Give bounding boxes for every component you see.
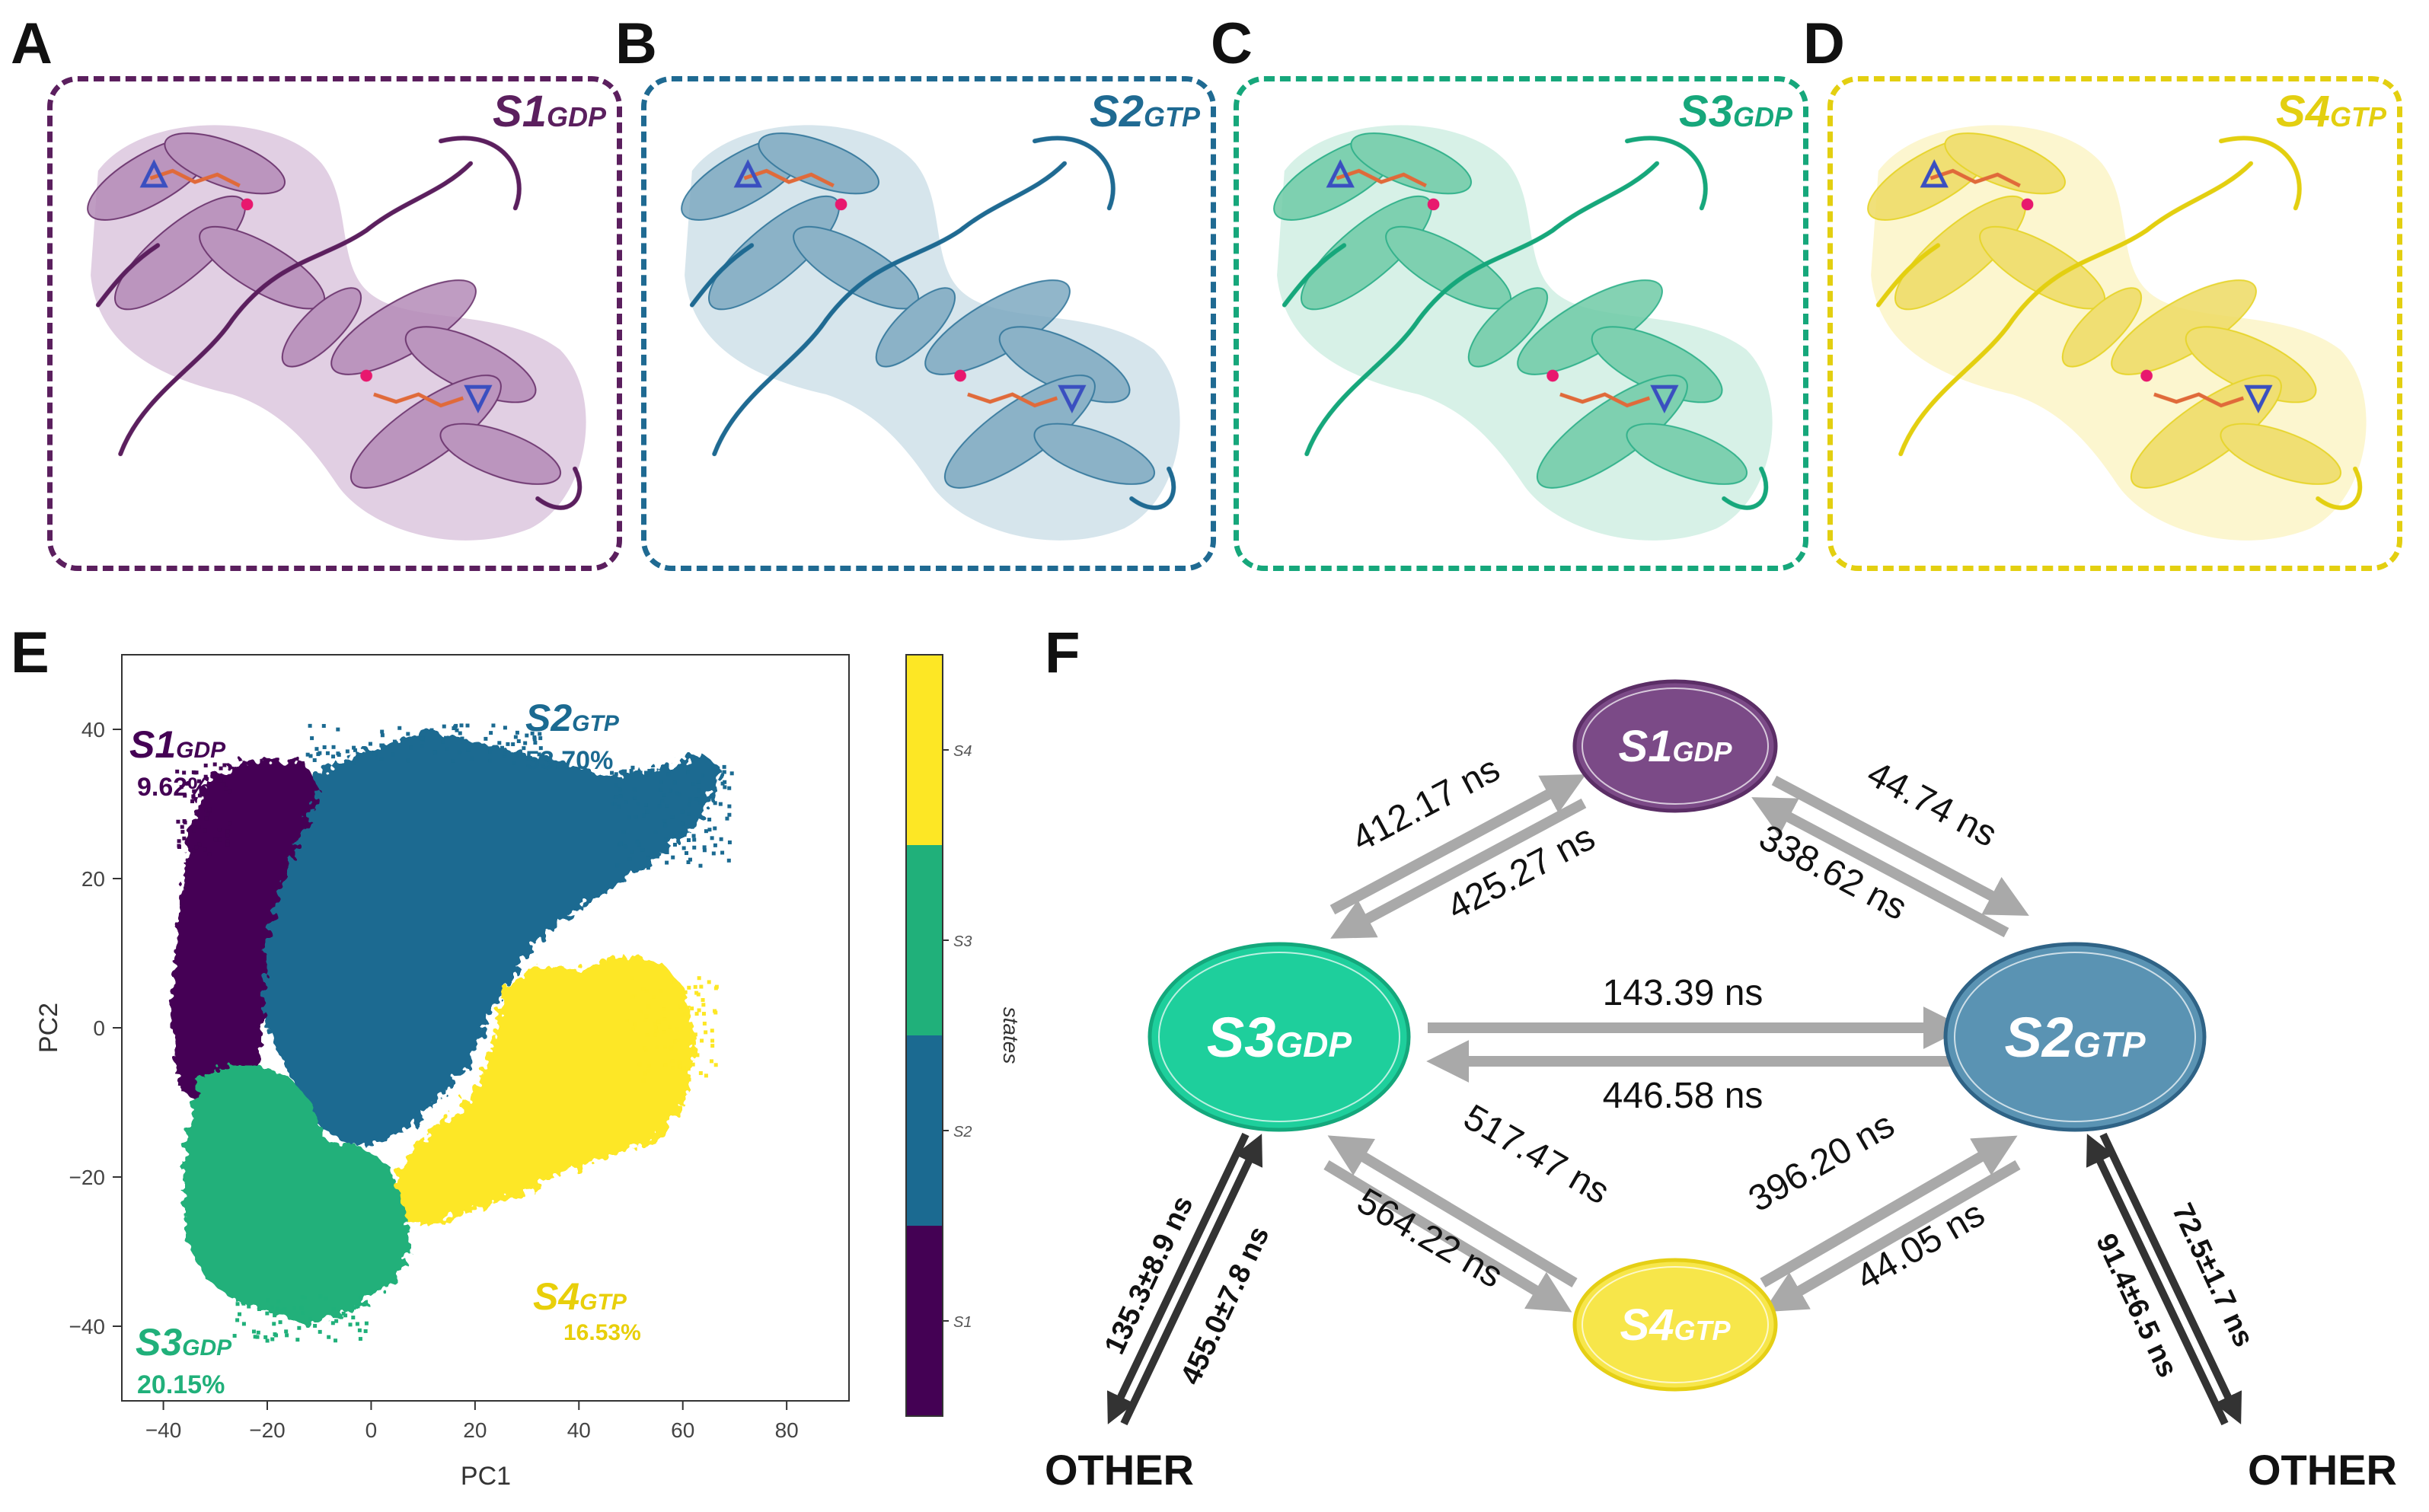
arrow-s2-to-other — [2099, 1132, 2242, 1424]
cluster-label-s1: S1GDP — [129, 723, 226, 766]
pca-scatter-plot: −40 −20 0 20 40 60 80 40 20 0 −20 −40 PC1 PC2 S1GD… — [34, 654, 1023, 1491]
scatter-outliers — [175, 723, 734, 1343]
colorbar-tick-label: S1 — [953, 1314, 972, 1331]
ligand-sticks — [733, 159, 1087, 413]
x-axis-label: PC1 — [461, 1462, 511, 1491]
panel-letter-e: E — [11, 620, 49, 685]
y-axis-label: PC2 — [34, 1003, 63, 1053]
other-node-left: OTHER — [1045, 1446, 1194, 1494]
structure-panel-s3: S3GDP — [1234, 76, 1808, 571]
cluster-s1-region — [171, 760, 320, 1104]
node-s1: S1GDP — [1572, 679, 1778, 813]
x-tick-label: −40 — [145, 1418, 182, 1442]
node-label-s1: S1GDP — [1619, 722, 1733, 771]
time-s3-to-s1: 412.17 ns — [1345, 748, 1506, 860]
cluster-label-s2: S2GTP — [525, 697, 620, 739]
cluster-label-s4: S4GTP — [533, 1275, 627, 1318]
ligand-sticks — [139, 159, 493, 413]
state-label-s3: S3GDP — [1679, 87, 1792, 136]
colorbar-tick-label: S3 — [953, 933, 972, 950]
arrow-s3-to-other — [1106, 1132, 1250, 1424]
panel-letter-f: F — [1045, 620, 1080, 685]
y-tick-label: −40 — [69, 1315, 106, 1338]
colorbar-tick-label: S4 — [953, 743, 972, 760]
cluster-s3-region — [183, 1066, 411, 1325]
protein-loops — [689, 136, 1176, 510]
node-s2: S2GTP — [1943, 942, 2207, 1132]
other-node-right: OTHER — [2248, 1446, 2397, 1494]
protein-loops — [95, 136, 583, 510]
panel-letter-c: C — [1211, 11, 1253, 76]
colorbar-ticks: S4 S3 S2 S1 — [943, 743, 972, 1331]
ligand-sticks — [1920, 159, 2273, 413]
colorbar-tick-label: S2 — [953, 1124, 972, 1140]
protein-loops — [1875, 136, 2363, 510]
protein-ribbon — [1273, 132, 1748, 489]
cluster-label-s3: S3GDP — [136, 1321, 232, 1364]
cluster-s2-region — [251, 731, 722, 1146]
arrow-other-to-s3 — [1120, 1134, 1263, 1426]
x-tick-label: −20 — [249, 1418, 286, 1442]
state-label-s2: S2GTP — [1090, 87, 1200, 136]
structure-panel-s2: S2GTP — [641, 76, 1216, 571]
cluster-pct-s1: 9.62% — [137, 773, 210, 802]
x-axis: −40 −20 0 20 40 60 80 — [145, 1401, 799, 1442]
arrow-s2-to-s1 — [1751, 797, 2009, 938]
state-label-s4: S4GTP — [2276, 87, 2386, 136]
time-s4-to-s3: 517.47 ns — [1457, 1097, 1616, 1212]
y-tick-label: −20 — [69, 1166, 106, 1189]
protein-loops — [1282, 136, 1769, 510]
arrow-s2-to-s4 — [1763, 1160, 2021, 1313]
protein-structure-s4 — [1867, 125, 2367, 541]
node-label-s3: S3GDP — [1207, 1006, 1352, 1069]
ligand-sticks — [1326, 159, 1679, 413]
x-tick-label: 40 — [567, 1418, 591, 1442]
protein-structure-s3 — [1273, 125, 1773, 541]
colorbar — [905, 654, 943, 1417]
arrow-s3-to-s1 — [1329, 774, 1586, 915]
y-tick-label: 40 — [81, 718, 105, 742]
arrow-s4-to-s3 — [1327, 1135, 1578, 1288]
protein-structure-s2 — [681, 125, 1180, 541]
arrow-s4-to-s2 — [1760, 1135, 2018, 1288]
colorbar-label: states — [999, 1007, 1023, 1064]
transition-network-diagram: S1GDP S3GDP S2GTP S4GTP OTHER OTHER 412.… — [1045, 679, 2397, 1494]
protein-structure-s1 — [87, 125, 586, 541]
x-tick-label: 0 — [365, 1418, 378, 1442]
panel-letter-d: D — [1803, 11, 1845, 76]
time-s4-to-s2: 396.20 ns — [1742, 1105, 1901, 1220]
x-tick-label: 60 — [671, 1418, 694, 1442]
y-tick-label: 0 — [93, 1016, 105, 1040]
arrow-s3-to-s4 — [1323, 1160, 1572, 1313]
arrow-s1-to-s2 — [1771, 775, 2029, 916]
time-s2-to-s3: 446.58 ns — [1603, 1076, 1763, 1116]
cluster-pct-s4: 16.53% — [563, 1320, 641, 1345]
node-label-s2: S2GTP — [2004, 1006, 2145, 1069]
node-s4: S4GTP — [1572, 1258, 1778, 1392]
arrow-s1-to-s3 — [1330, 798, 1587, 939]
structure-panel-s4: S4GTP — [1827, 76, 2402, 571]
state-label-s1: S1GDP — [493, 87, 606, 136]
node-s3: S3GDP — [1147, 942, 1411, 1132]
protein-ribbon — [1867, 132, 2341, 489]
arrow-other-to-s2 — [2086, 1134, 2229, 1426]
transition-arrows — [1323, 774, 2029, 1313]
y-tick-label: 20 — [81, 867, 105, 891]
structure-panel-s1: S1GDP — [47, 76, 622, 571]
panel-letter-a: A — [11, 11, 53, 76]
x-tick-label: 20 — [463, 1418, 487, 1442]
cluster-pct-s3: 20.15% — [137, 1370, 225, 1399]
node-label-s4: S4GTP — [1620, 1300, 1732, 1350]
cluster-s4-region — [396, 955, 697, 1226]
other-arrows — [1106, 1132, 2242, 1426]
y-axis: 40 20 0 −20 −40 — [69, 718, 122, 1338]
time-s3-to-s2: 143.39 ns — [1603, 973, 1763, 1013]
panel-letter-b: B — [615, 11, 657, 76]
protein-ribbon — [681, 132, 1155, 489]
x-tick-label: 80 — [775, 1418, 799, 1442]
protein-ribbon — [87, 132, 561, 489]
cluster-pct-s2: 53.70% — [525, 746, 613, 775]
